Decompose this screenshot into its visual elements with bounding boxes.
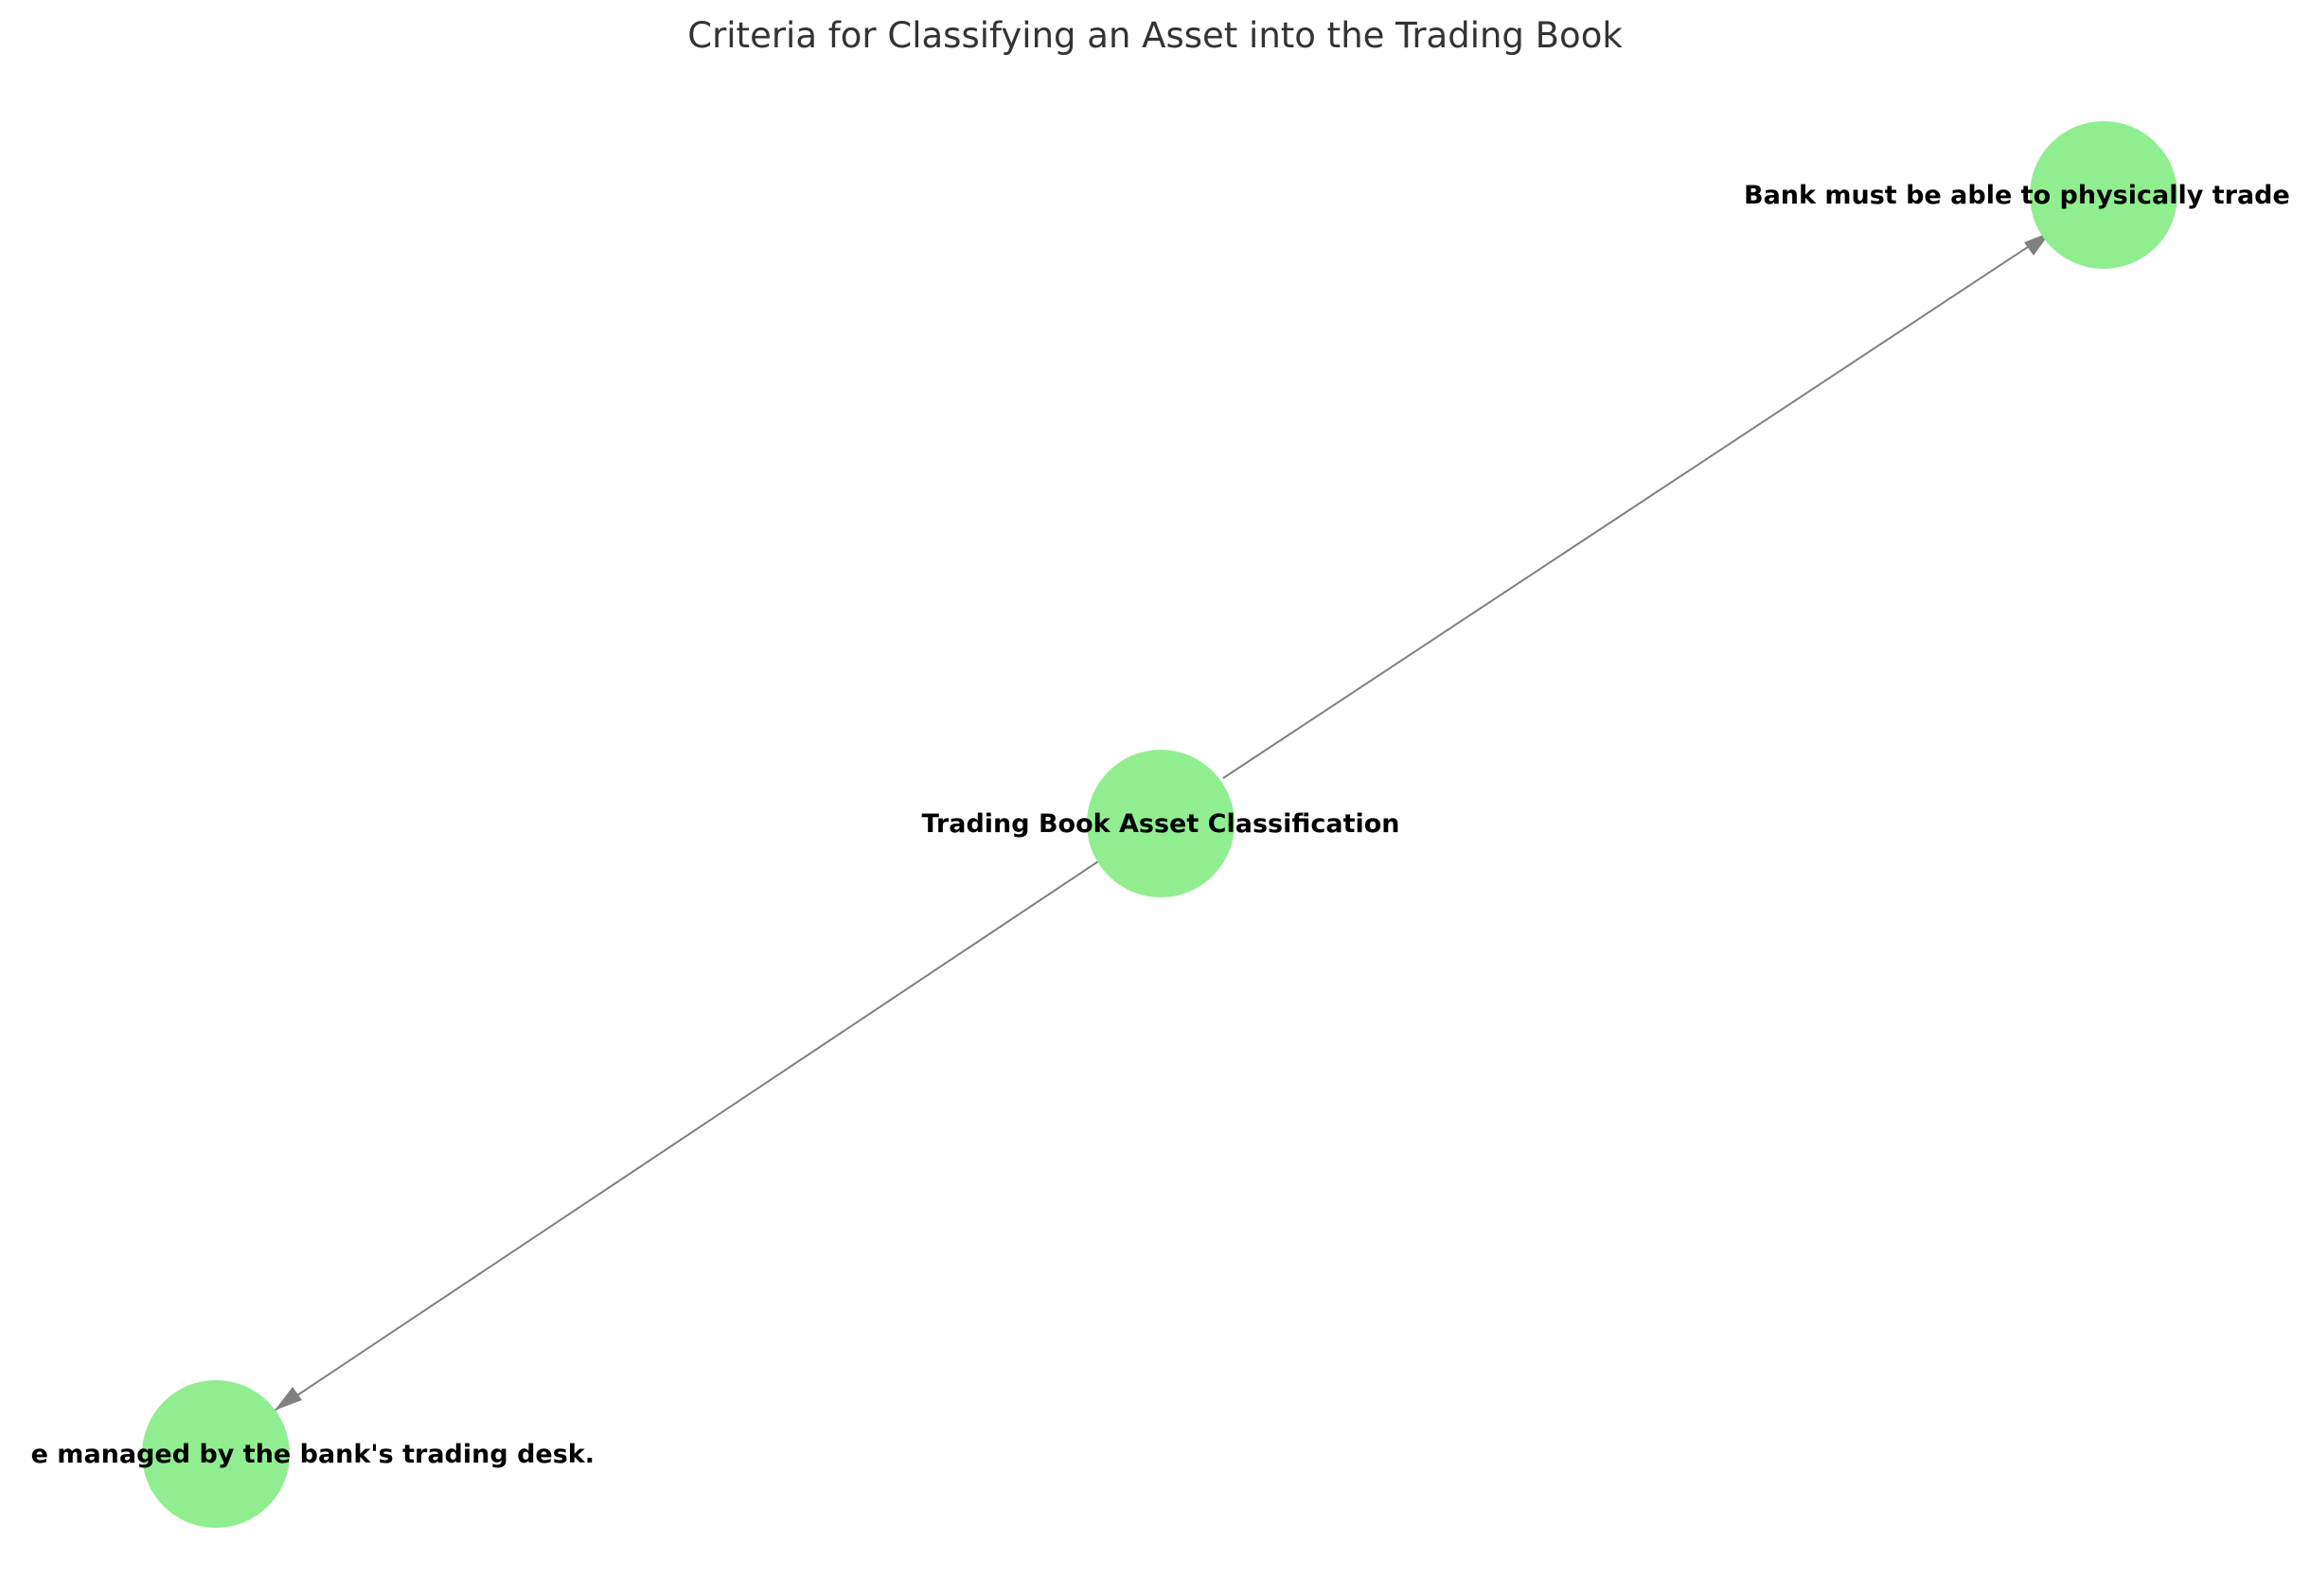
- edge-root-to-managed: [274, 860, 1099, 1411]
- node-managed: e managed by the bank's trading desk.: [31, 1380, 595, 1528]
- node-root-label: Trading Book Asset Classification: [921, 809, 1399, 839]
- edges: [274, 231, 2052, 1411]
- diagram-title: Criteria for Classifying an Asset into t…: [687, 15, 1623, 56]
- node-managed-label: e managed by the bank's trading desk.: [31, 1440, 595, 1469]
- node-tradeable-circle: [2030, 121, 2177, 269]
- edge-root-to-tradeable: [1222, 231, 2052, 779]
- node-tradeable: Bank must be able to physically trade: [1744, 121, 2290, 269]
- node-root: Trading Book Asset Classification: [921, 750, 1400, 897]
- arrowhead-managed: [275, 1387, 302, 1410]
- node-root-circle: [1087, 750, 1235, 897]
- node-managed-circle: [142, 1380, 290, 1528]
- node-tradeable-label: Bank must be able to physically trade: [1744, 181, 2290, 210]
